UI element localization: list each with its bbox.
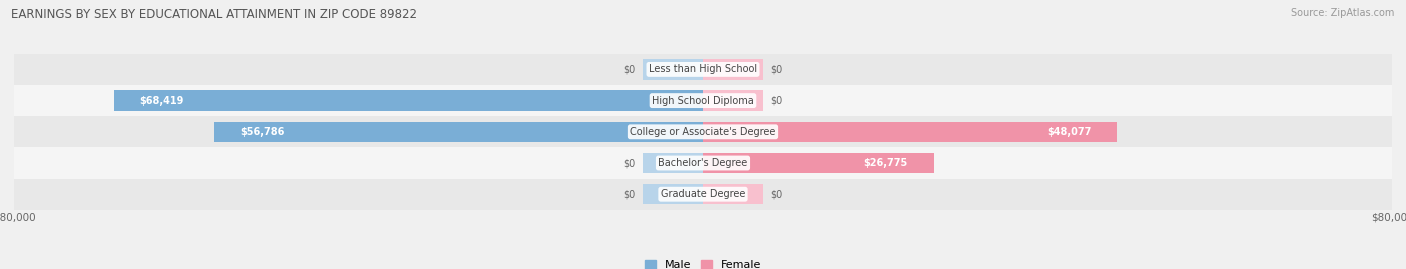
Text: Source: ZipAtlas.com: Source: ZipAtlas.com <box>1291 8 1395 18</box>
Legend: Male, Female: Male, Female <box>641 255 765 269</box>
Text: $0: $0 <box>770 64 782 75</box>
Text: $0: $0 <box>624 64 636 75</box>
Text: EARNINGS BY SEX BY EDUCATIONAL ATTAINMENT IN ZIP CODE 89822: EARNINGS BY SEX BY EDUCATIONAL ATTAINMEN… <box>11 8 418 21</box>
Text: College or Associate's Degree: College or Associate's Degree <box>630 127 776 137</box>
Text: High School Diploma: High School Diploma <box>652 95 754 106</box>
Text: $48,077: $48,077 <box>1047 127 1091 137</box>
Bar <box>643 59 703 80</box>
Bar <box>14 116 1392 147</box>
Text: $0: $0 <box>770 189 782 199</box>
Text: $68,419: $68,419 <box>139 95 184 106</box>
Text: $56,786: $56,786 <box>240 127 284 137</box>
Text: Graduate Degree: Graduate Degree <box>661 189 745 199</box>
Bar <box>214 122 703 142</box>
Text: $0: $0 <box>624 189 636 199</box>
Text: $26,775: $26,775 <box>863 158 908 168</box>
Text: Less than High School: Less than High School <box>650 64 756 75</box>
Bar <box>703 184 763 204</box>
Bar <box>14 179 1392 210</box>
Bar <box>643 153 703 173</box>
Bar <box>14 147 1392 179</box>
Bar <box>114 90 703 111</box>
Text: Bachelor's Degree: Bachelor's Degree <box>658 158 748 168</box>
Bar <box>703 59 763 80</box>
Bar <box>703 153 934 173</box>
Bar <box>14 85 1392 116</box>
Text: $0: $0 <box>624 158 636 168</box>
Bar <box>703 122 1116 142</box>
Bar <box>14 54 1392 85</box>
Bar <box>643 184 703 204</box>
Bar <box>703 90 763 111</box>
Text: $0: $0 <box>770 95 782 106</box>
